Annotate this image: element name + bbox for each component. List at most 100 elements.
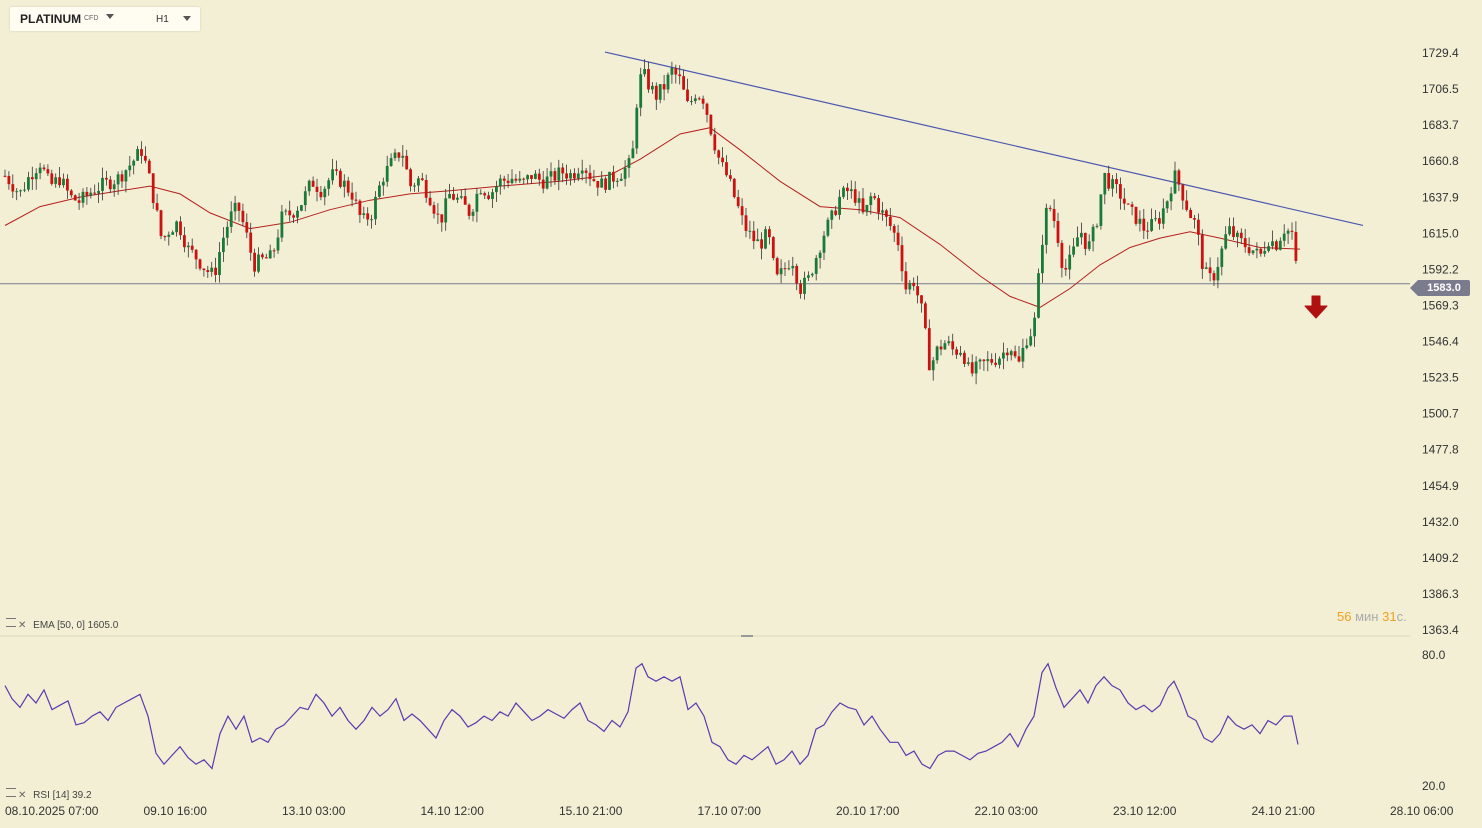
candle-body xyxy=(1138,218,1142,224)
candle-body xyxy=(1126,203,1130,205)
candle-body xyxy=(1013,351,1017,357)
candle-body xyxy=(276,237,280,251)
candle-body xyxy=(725,162,728,176)
candle-body xyxy=(1076,237,1079,247)
candle-body xyxy=(514,178,518,181)
candle-body xyxy=(545,176,549,189)
candle-body xyxy=(194,249,198,260)
candle-body xyxy=(1044,207,1048,245)
candle-body xyxy=(920,295,923,304)
candle-body xyxy=(1216,266,1220,281)
candle-body xyxy=(549,171,553,177)
ema-params: [50, 0] xyxy=(57,620,85,631)
candle-body xyxy=(530,175,533,179)
candle-body xyxy=(814,258,818,274)
candle-body xyxy=(1103,173,1107,195)
candle-body xyxy=(307,180,311,192)
candle-body xyxy=(842,187,845,197)
candle-body xyxy=(998,358,1001,365)
candle-body xyxy=(385,165,389,182)
candle-body xyxy=(651,85,654,90)
timeframe-value[interactable]: H1 xyxy=(156,14,169,25)
candle-body xyxy=(709,114,713,135)
rsi-axis-label: 80.0 xyxy=(1422,648,1446,662)
price-axis-label: 1386.3 xyxy=(1422,587,1459,601)
candle-body xyxy=(140,149,143,156)
candle-body xyxy=(389,158,393,166)
candle-body xyxy=(405,155,409,170)
candle-body xyxy=(97,190,100,194)
trendline xyxy=(604,51,1364,227)
candle-body xyxy=(1087,241,1091,249)
candle-body xyxy=(775,258,779,275)
candle-body xyxy=(303,191,307,206)
candle-body xyxy=(565,173,568,179)
candle-body xyxy=(810,273,814,276)
candle-body xyxy=(1150,219,1153,231)
candle-body xyxy=(748,230,752,232)
candle-body xyxy=(955,349,958,355)
candle-body xyxy=(869,196,873,206)
candle-body xyxy=(85,191,89,196)
candle-body xyxy=(362,213,366,216)
candle-body xyxy=(463,196,467,205)
candle-body xyxy=(1165,201,1169,209)
candle-body xyxy=(1083,232,1087,249)
candle-body xyxy=(222,237,225,253)
ema-indicator-label[interactable]: ✕ EMA [50, 0] 1605.0 xyxy=(6,618,118,631)
candle-body xyxy=(647,69,650,90)
candle-body xyxy=(1111,179,1114,189)
candle-body xyxy=(471,211,475,216)
candle-body xyxy=(261,254,264,258)
candle-body xyxy=(374,196,377,220)
candle-body xyxy=(124,170,128,182)
candle-body xyxy=(1072,246,1075,255)
indicator-settings-icon[interactable] xyxy=(6,788,16,797)
candle-body xyxy=(81,191,85,203)
candle-body xyxy=(1080,232,1083,238)
candle-body xyxy=(693,98,697,102)
candle-body xyxy=(1181,184,1185,201)
symbol-dropdown-icon[interactable] xyxy=(106,14,114,19)
price-axis-label: 1660.8 xyxy=(1422,154,1459,168)
candle-body xyxy=(1060,242,1064,268)
candle-body xyxy=(120,174,124,182)
candle-body xyxy=(23,189,26,191)
candle-body xyxy=(849,189,853,192)
candle-body xyxy=(381,181,385,186)
price-axis-label: 1500.7 xyxy=(1422,407,1459,421)
indicator-close-icon[interactable]: ✕ xyxy=(18,790,27,801)
candle-body xyxy=(77,200,81,203)
candle-body xyxy=(420,178,424,180)
candle-body xyxy=(1052,208,1056,222)
candle-body xyxy=(1228,226,1231,235)
rsi-name: RSI xyxy=(33,790,50,801)
candle-body xyxy=(935,346,939,361)
timeframe-dropdown-icon[interactable] xyxy=(183,16,191,21)
time-axis-label: 24.10 21:00 xyxy=(1252,804,1316,818)
candle-body xyxy=(963,352,966,364)
candle-body xyxy=(448,193,451,199)
candle-body xyxy=(225,226,229,238)
candle-body xyxy=(927,328,931,371)
candle-body xyxy=(896,232,900,246)
candle-body xyxy=(1130,204,1134,207)
rsi-params: [14] xyxy=(52,790,70,801)
candle-body xyxy=(1220,248,1224,267)
symbol-selector[interactable]: PLATINUM CFD H1 xyxy=(10,7,200,31)
time-axis-label: 22.10 03:00 xyxy=(975,804,1039,818)
candle-body xyxy=(732,178,736,198)
candle-body xyxy=(1271,241,1274,247)
time-axis-label: 14.10 12:00 xyxy=(421,804,485,818)
rsi-indicator-label[interactable]: ✕ RSI [14] 39.2 xyxy=(6,788,92,801)
indicator-settings-icon[interactable] xyxy=(6,618,16,627)
candle-body xyxy=(541,179,545,189)
candle-body xyxy=(608,171,611,190)
candle-body xyxy=(931,360,935,371)
candle-body xyxy=(557,167,561,181)
indicator-close-icon[interactable]: ✕ xyxy=(18,620,27,631)
candle-body xyxy=(202,268,206,271)
candle-body xyxy=(452,193,455,200)
symbol-name[interactable]: PLATINUM xyxy=(20,12,82,26)
